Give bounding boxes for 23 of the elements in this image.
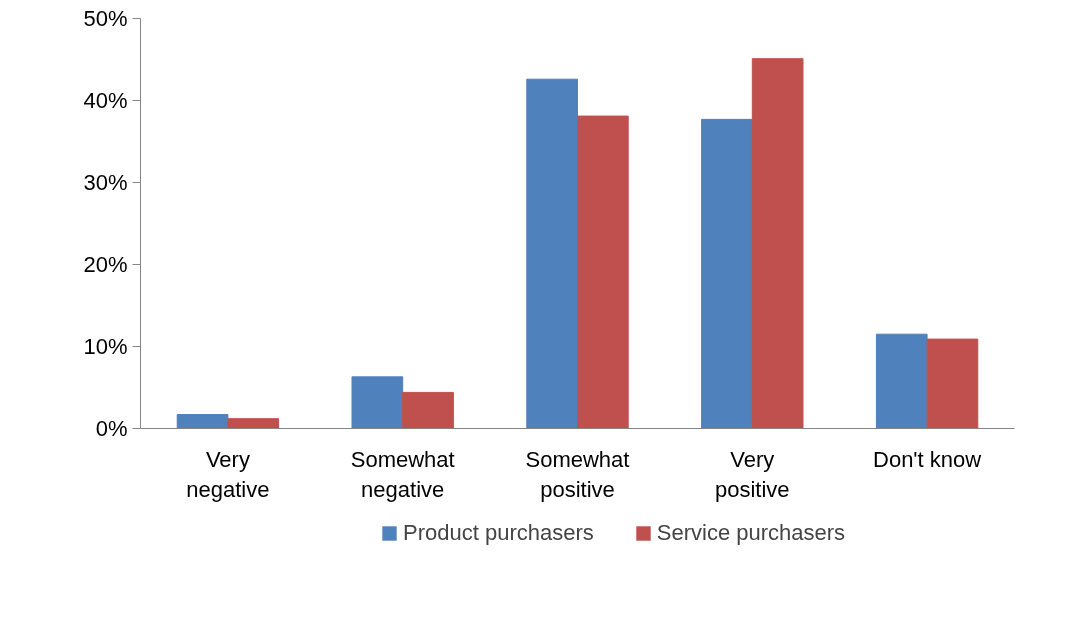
bar	[402, 391, 454, 429]
bar	[926, 338, 979, 429]
bar	[526, 78, 578, 429]
x-tick-label: Somewhat negative	[350, 446, 455, 502]
bar	[701, 118, 753, 429]
y-tick-label: 50%	[83, 6, 128, 31]
x-tick-label: Don't know	[873, 446, 982, 472]
bar	[227, 418, 280, 429]
x-tick-label: Very positive	[715, 446, 790, 502]
x-tick-label: Somewhat positive	[525, 446, 630, 502]
bar	[875, 333, 928, 429]
bar	[351, 376, 404, 429]
bar	[751, 58, 804, 429]
y-tick-label: 40%	[83, 88, 128, 113]
legend-label: Product purchasers	[403, 520, 594, 546]
bar	[577, 115, 629, 429]
y-tick-label: 30%	[83, 170, 128, 195]
legend-label: Service purchasers	[656, 520, 846, 546]
x-tick-label: Very negative	[186, 446, 270, 502]
y-tick-label: 0%	[95, 416, 128, 441]
y-tick-label: 10%	[83, 334, 128, 359]
y-tick-label: 20%	[83, 252, 128, 277]
bar	[176, 414, 229, 429]
